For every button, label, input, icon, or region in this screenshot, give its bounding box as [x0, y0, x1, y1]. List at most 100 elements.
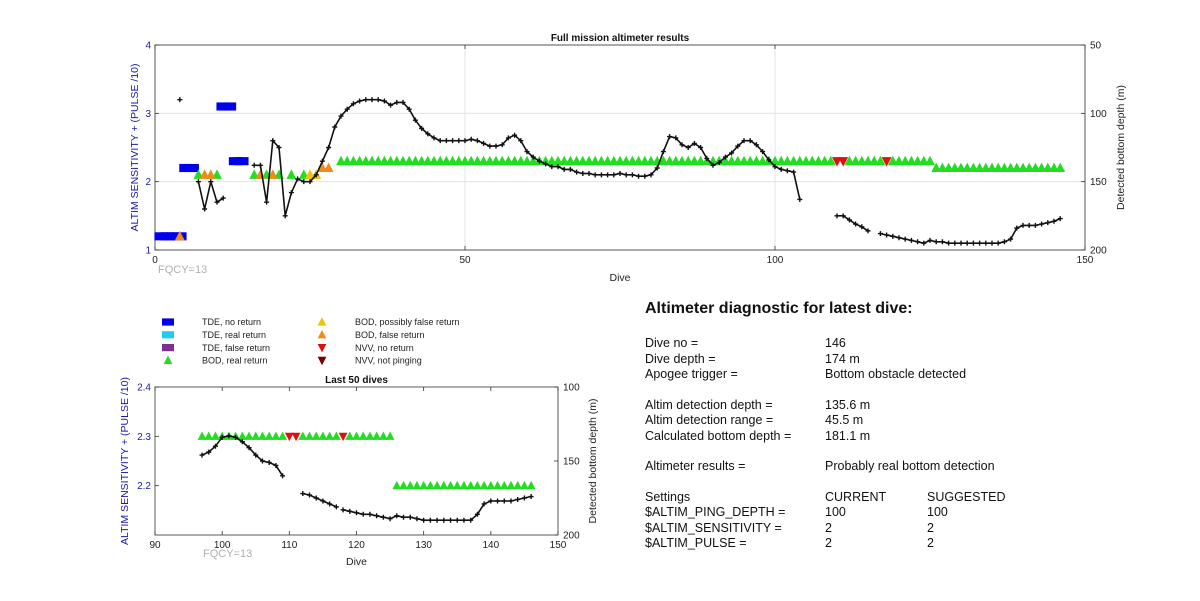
- settings-row-pulse: $ALTIM_PULSE = 2 2: [645, 536, 1185, 552]
- marker-bod-real-return: [429, 155, 439, 166]
- depth-point: [273, 462, 279, 468]
- marker-bod-real-return: [331, 431, 341, 440]
- chart-title: Last 50 dives: [325, 375, 388, 386]
- plot-frame: [154, 44, 1086, 251]
- diag-value: 146: [825, 336, 846, 350]
- settings-suggested: 100: [927, 505, 948, 519]
- depth-point: [970, 240, 976, 246]
- marker-bod-real-return: [354, 155, 365, 166]
- depth-point: [921, 240, 927, 246]
- depth-point: [300, 491, 306, 497]
- depth-point: [481, 501, 487, 507]
- marker-bod-possibly-false: [305, 169, 315, 179]
- depth-point: [524, 149, 530, 155]
- settings-header-row: Settings CURRENT SUGGESTED: [645, 490, 1185, 506]
- depth-point: [332, 124, 338, 130]
- marker-bod-real-return: [912, 155, 923, 166]
- legend-label: TDE, real return: [202, 330, 266, 340]
- marker-bod-real-return: [974, 162, 985, 173]
- marker-bod-real-return: [894, 155, 904, 166]
- depth-point: [778, 166, 784, 172]
- depth-point: [434, 517, 440, 523]
- marker-bod-real-return: [435, 155, 446, 166]
- marker-bod-real-return: [416, 155, 427, 166]
- marker-bod-real-return: [794, 155, 805, 166]
- marker-bod-real-return: [956, 162, 966, 173]
- marker-bod-real-return: [378, 431, 388, 440]
- marker-bod-real-return: [385, 155, 396, 166]
- marker-bod-real-return: [571, 155, 582, 166]
- marker-bod-real-return: [1018, 162, 1028, 173]
- marker-bod-real-return: [459, 480, 469, 490]
- depth-point: [983, 240, 989, 246]
- depth-point: [673, 135, 679, 141]
- marker-bod-real-return: [258, 431, 267, 440]
- marker-bod-real-return: [298, 431, 308, 440]
- marker-bod-real-return: [695, 155, 706, 166]
- marker-bod-real-return: [509, 155, 520, 166]
- depth-point: [340, 507, 346, 513]
- depth-point: [977, 240, 983, 246]
- diag-label: Dive no =: [645, 336, 699, 350]
- marker-bod-real-return: [237, 431, 247, 440]
- depth-point: [772, 164, 778, 170]
- marker-nvv-no-return: [838, 157, 849, 167]
- depth-point: [487, 143, 493, 149]
- depth-point: [214, 199, 220, 205]
- marker-bod-real-return: [962, 162, 973, 173]
- depth-point: [528, 494, 534, 500]
- depth-point: [443, 138, 449, 144]
- marker-bod-real-return: [249, 169, 260, 179]
- x-axis-label: Dive: [609, 272, 630, 284]
- marker-bod-real-return: [348, 155, 359, 166]
- y-left-tick-label: 2.4: [137, 383, 151, 394]
- marker-bod-real-return: [425, 480, 435, 490]
- depth-point: [890, 233, 896, 239]
- marker-bod-real-return: [342, 155, 353, 166]
- y-left-tick-label: 2.2: [137, 481, 151, 492]
- marker-bod-real-return: [943, 162, 954, 173]
- marker-bod-real-return: [925, 155, 935, 166]
- legend-label: NVV, not pinging: [355, 356, 422, 366]
- marker-bod-real-return: [528, 155, 539, 166]
- marker-bod-real-return: [1024, 162, 1035, 173]
- depth-point: [354, 510, 359, 516]
- depth-point: [495, 498, 501, 504]
- marker-bod-real-return: [577, 155, 588, 166]
- depth-point: [846, 217, 852, 223]
- depth-point: [580, 170, 586, 176]
- marker-bod-real-return: [244, 431, 254, 440]
- diag-label: Calculated bottom depth =: [645, 428, 792, 443]
- depth-point: [306, 492, 312, 498]
- depth-point: [450, 138, 456, 144]
- marker-bod-real-return: [367, 155, 377, 166]
- settings-header-suggested: SUGGESTED: [927, 489, 1006, 504]
- marker-bod-real-return: [683, 155, 694, 166]
- depth-point: [933, 239, 939, 245]
- marker-bod-real-return: [405, 480, 415, 490]
- marker-bod-real-return: [565, 155, 576, 166]
- depth-point: [946, 240, 952, 246]
- depth-point: [301, 179, 307, 185]
- depth-point: [605, 172, 611, 178]
- depth-point: [567, 166, 573, 172]
- diag-row-calculated-bottom-depth: Calculated bottom depth = 181.1 m: [645, 429, 1185, 445]
- marker-bod-real-return: [318, 431, 328, 440]
- depth-point: [1045, 220, 1051, 226]
- depth-point: [735, 143, 741, 149]
- depth-point: [481, 140, 487, 146]
- depth-point: [226, 433, 232, 439]
- depth-point: [425, 131, 431, 137]
- marker-bod-real-return: [670, 155, 681, 166]
- depth-point: [461, 517, 467, 523]
- depth-point: [784, 168, 790, 174]
- marker-bod-real-return: [520, 480, 529, 490]
- marker-bod-real-return: [345, 431, 355, 440]
- marker-bod-real-return: [358, 431, 368, 440]
- depth-point: [1008, 236, 1014, 242]
- diag-row-altim-detection-depth: Altim detection depth = 135.6 m: [645, 398, 1185, 414]
- settings-current: 2: [825, 536, 832, 550]
- y-right-tick-label: 100: [1090, 109, 1107, 120]
- y-right-tick-label: 50: [1090, 41, 1102, 52]
- depth-point: [454, 517, 460, 523]
